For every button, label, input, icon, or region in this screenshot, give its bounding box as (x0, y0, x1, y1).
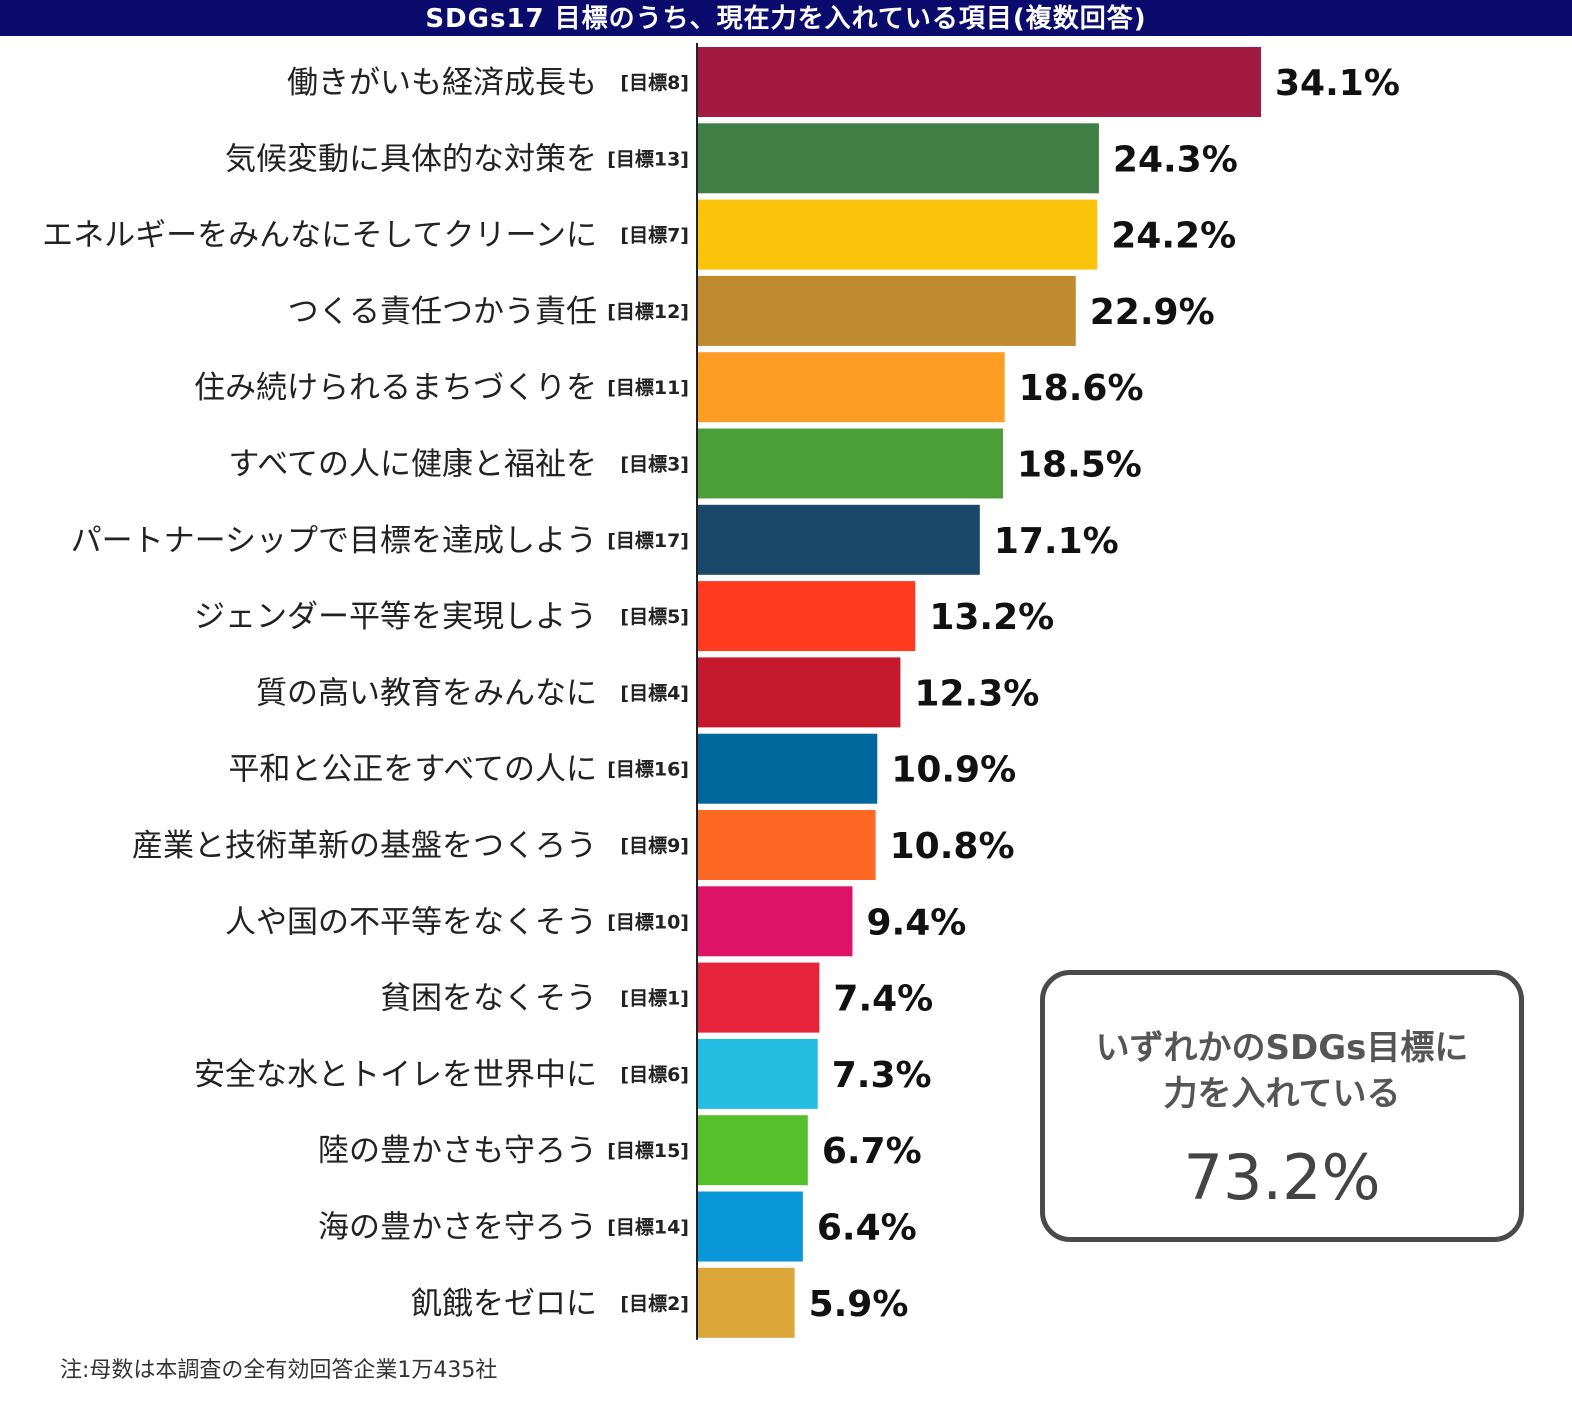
category-label: 海の豊かさを守ろう (318, 1210, 597, 1246)
value-label: 7.3% (832, 1055, 932, 1096)
value-label: 22.9% (1090, 292, 1215, 333)
bar (697, 352, 1005, 423)
bar (697, 123, 1099, 194)
goal-tag: [目標6] (620, 1063, 689, 1086)
bar (697, 1115, 808, 1186)
value-label: 7.4% (833, 979, 933, 1020)
bar (697, 428, 1003, 499)
category-label: つくる責任つかう責任 (288, 294, 597, 330)
bar (697, 733, 878, 804)
category-label: 人や国の不平等をなくそう (225, 904, 597, 940)
bar (697, 810, 876, 880)
value-label: 9.4% (866, 902, 966, 943)
category-label: 陸の豊かさも守ろう (318, 1133, 597, 1169)
bar (697, 47, 1261, 117)
category-label: ジェンダー平等を実現しよう (194, 599, 597, 635)
bar (697, 1267, 795, 1338)
value-label: 10.9% (891, 750, 1016, 791)
goal-tag: [目標13] (607, 147, 689, 170)
category-label: 気候変動に具体的な対策を (225, 141, 597, 177)
callout-line-1: いずれかのSDGs目標に (1095, 1028, 1469, 1068)
value-label: 17.1% (994, 521, 1119, 562)
category-label: 働きがいも経済成長も (287, 65, 597, 101)
category-label: エネルギーをみんなにそしてクリーンに (42, 218, 597, 254)
value-label: 10.8% (890, 826, 1015, 867)
category-label: 飢餓をゼロに (411, 1286, 597, 1322)
value-label: 6.4% (817, 1208, 917, 1249)
value-label: 18.5% (1017, 445, 1142, 486)
category-label: 安全な水とトイレを世界中に (194, 1057, 597, 1093)
category-label: 質の高い教育をみんなに (256, 675, 597, 711)
bar (697, 886, 853, 957)
bar (697, 275, 1076, 346)
value-label: 18.6% (1019, 368, 1144, 409)
goal-tag: [目標11] (607, 376, 689, 399)
bar (697, 504, 980, 575)
category-label: すべての人に健康と福祉を (228, 447, 597, 483)
callout-line-2: 力を入れている (1163, 1074, 1401, 1114)
value-label: 12.3% (914, 673, 1039, 714)
summary-callout: いずれかのSDGs目標に 力を入れている 73.2% (1040, 970, 1524, 1242)
category-label: 貧困をなくそう (380, 981, 597, 1017)
callout-value: 73.2% (1183, 1141, 1381, 1214)
footnote: 注:母数は本調査の全有効回答企業1万435社 (60, 1358, 498, 1383)
goal-tag: [目標16] (607, 758, 689, 781)
value-label: 6.7% (822, 1131, 922, 1172)
goal-tag: [目標5] (620, 605, 689, 628)
goal-tag: [目標15] (607, 1139, 689, 1162)
goal-tag: [目標10] (607, 910, 689, 933)
goal-tag: [目標9] (620, 834, 689, 857)
value-label: 13.2% (929, 597, 1054, 638)
category-label: 平和と公正をすべての人に (228, 752, 597, 788)
value-label: 34.1% (1275, 63, 1400, 104)
bar (697, 657, 901, 728)
goal-tag: [目標4] (620, 681, 689, 704)
goal-tag: [目標17] (607, 529, 689, 552)
goal-tag: [目標14] (607, 1216, 689, 1239)
goal-tag: [目標7] (620, 224, 689, 247)
bar (697, 581, 916, 652)
bar (697, 1038, 818, 1109)
bar (697, 962, 820, 1033)
goal-tag: [目標2] (620, 1292, 689, 1315)
bar (697, 1191, 803, 1262)
goal-tag: [目標1] (620, 987, 689, 1010)
goal-tag: [目標12] (607, 300, 689, 323)
chart-title: SDGs17 目標のうち、現在力を入れている項目(複数回答) (0, 0, 1572, 36)
category-label: 住み続けられるまちづくりを (194, 370, 597, 406)
goal-tag: [目標3] (620, 453, 689, 476)
category-label: パートナーシップで目標を達成しよう (71, 523, 597, 559)
category-label: 産業と技術革新の基盤をつくろう (132, 828, 597, 864)
bar (697, 199, 1098, 270)
value-label: 24.3% (1113, 139, 1238, 180)
value-label: 24.2% (1111, 216, 1236, 257)
goal-tag: [目標8] (620, 71, 689, 94)
value-label: 5.9% (809, 1284, 909, 1325)
